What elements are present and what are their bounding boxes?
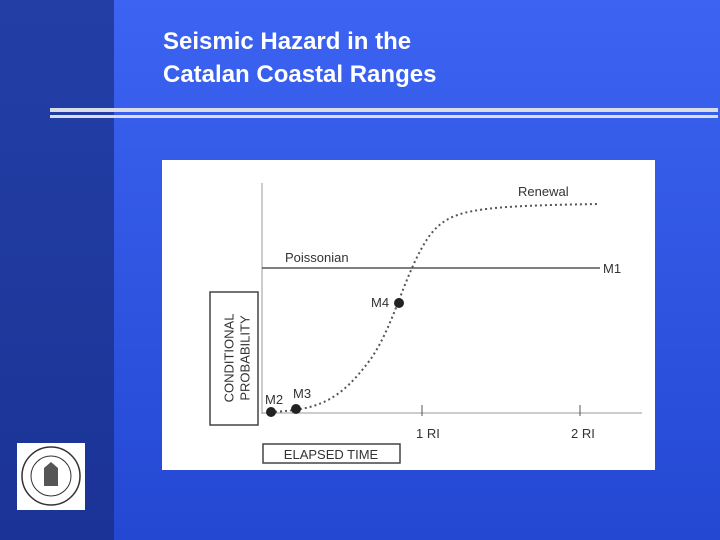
logo-emblem [44, 462, 58, 486]
rule [50, 115, 718, 118]
x-label-box [262, 443, 401, 464]
event-dot [291, 404, 301, 414]
logo [17, 443, 85, 510]
renewal-curve [269, 203, 601, 413]
logo-seal [30, 455, 72, 497]
event-dot [266, 407, 276, 417]
title-line: Catalan Coastal Ranges [163, 61, 436, 88]
y-label-box [209, 291, 259, 426]
x-tick-label: 1 RI [416, 426, 440, 441]
curve-label: Poissonian [285, 250, 349, 265]
x-tick-label: 2 RI [571, 426, 595, 441]
figure-panel [162, 160, 655, 470]
point-label: M2 [265, 392, 283, 407]
event-dot [394, 298, 404, 308]
title-line: Seismic Hazard in the [163, 28, 411, 55]
figure: 1 RI 2 RI CONDITIONAL PROBABILITY ELAPSE… [162, 160, 655, 470]
point-label: M4 [371, 295, 389, 310]
logo-seal [21, 446, 81, 506]
y-label-line: PROBABILITY [237, 315, 252, 401]
y-label-line: CONDITIONAL [221, 314, 236, 403]
curve-label: Renewal [518, 184, 569, 199]
point-label: M1 [603, 261, 621, 276]
x-label: ELAPSED TIME [284, 447, 379, 462]
point-label: M3 [293, 386, 311, 401]
rule [50, 108, 718, 112]
